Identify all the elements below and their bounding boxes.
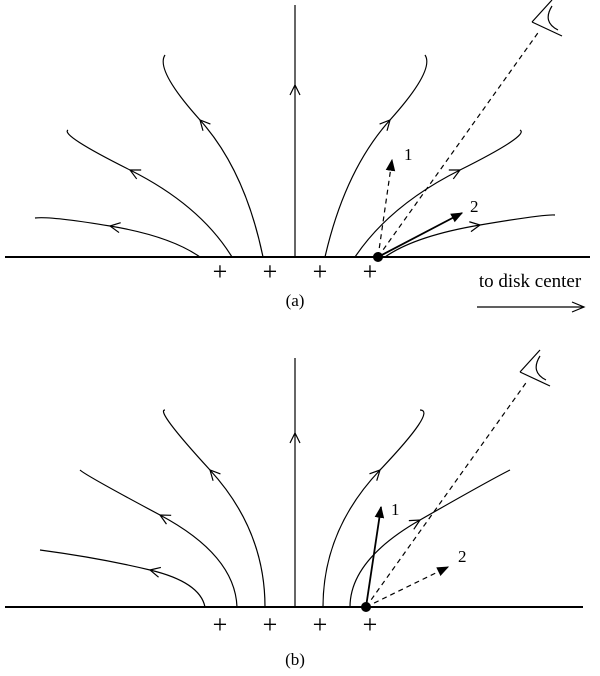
field-line	[79, 469, 238, 608]
field-line	[324, 54, 428, 258]
ray-label: 1	[404, 145, 413, 164]
panel-label: (b)	[285, 650, 305, 669]
panel-label: (a)	[286, 291, 305, 310]
line-of-sight	[365, 379, 529, 608]
charge: +	[263, 257, 278, 286]
ray-1	[377, 158, 396, 258]
field-line	[322, 409, 425, 608]
charge: +	[313, 610, 328, 639]
field-line	[163, 409, 266, 608]
ray-label: 1	[391, 500, 400, 519]
charge: +	[363, 257, 378, 286]
field-line	[354, 129, 522, 258]
charge: +	[213, 257, 228, 286]
charge: +	[313, 257, 328, 286]
ray-2	[377, 212, 464, 258]
ray-label: 2	[458, 547, 467, 566]
charge: +	[263, 610, 278, 639]
field-line	[384, 214, 556, 258]
source-point	[373, 252, 383, 262]
source-point	[361, 602, 371, 612]
field-line	[66, 129, 233, 258]
field-line	[39, 549, 206, 608]
direction-arrow-head	[571, 301, 586, 313]
field-line	[349, 469, 511, 608]
ray-2	[365, 566, 450, 608]
panel-a: 1 2 + + + + (a) to disk center	[5, 0, 590, 313]
line-of-sight	[377, 29, 541, 258]
eye	[519, 349, 551, 387]
field-line	[162, 54, 264, 258]
ray-label: 2	[470, 197, 479, 216]
charge: +	[213, 610, 228, 639]
ray-1	[365, 505, 385, 608]
field-line	[34, 217, 201, 258]
charge: +	[363, 610, 378, 639]
panel-b: 1 2 + + + + (b)	[5, 349, 583, 669]
direction-label: to disk center	[479, 271, 582, 292]
eye	[531, 0, 563, 37]
